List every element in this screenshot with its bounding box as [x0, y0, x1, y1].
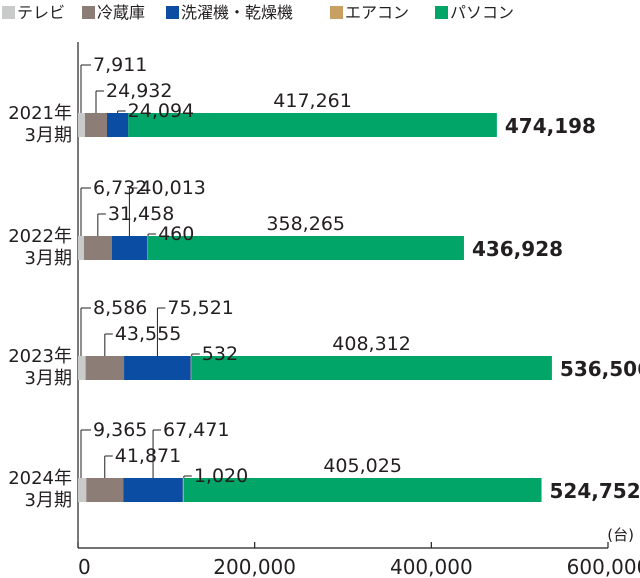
x-tick-label-2: 400,000: [390, 555, 473, 578]
bar-0-series-2: [107, 113, 129, 137]
value-pc-0: 417,261: [273, 90, 352, 112]
value-tv-3: 9,365: [93, 419, 147, 441]
category-label-sub-2: 3月期: [25, 368, 72, 389]
value-fridge-2: 43,555: [115, 323, 181, 345]
value-tv-2: 8,586: [93, 297, 147, 319]
bar-2-series-1: [85, 356, 125, 380]
value-pc-3: 405,025: [323, 455, 402, 477]
bar-3-series-0: [78, 478, 87, 502]
bar-1-series-3: [147, 236, 148, 260]
bar-2-series-2: [124, 356, 191, 380]
value-fridge-1: 31,458: [108, 203, 174, 225]
bar-2-series-3: [190, 356, 192, 380]
category-label-3: 2024年: [8, 468, 72, 489]
value-fridge-3: 41,871: [115, 445, 181, 467]
value-pc-1: 358,265: [266, 213, 345, 235]
category-label-2: 2023年: [8, 346, 72, 367]
x-unit-label: (台): [607, 526, 634, 544]
bar-3-series-2: [123, 478, 183, 502]
value-washer-1: 40,013: [139, 177, 205, 199]
category-label-sub-1: 3月期: [25, 248, 72, 269]
category-label-1: 2022年: [8, 226, 72, 247]
legend-label-2: 洗濯機・乾燥機: [181, 3, 293, 22]
value-washer-0: 24,094: [128, 100, 194, 122]
bar-3-series-4: [183, 478, 542, 502]
bar-3-series-3: [182, 478, 184, 502]
total-label-3: 524,752: [550, 479, 640, 503]
legend-label-3: エアコン: [345, 3, 409, 22]
value-pc-2: 408,312: [332, 333, 411, 355]
bar-3-series-1: [86, 478, 124, 502]
x-tick-label-0: 0: [78, 555, 91, 578]
bar-2-series-4: [191, 356, 552, 380]
total-label-2: 536,506: [560, 357, 640, 381]
bar-0-series-1: [84, 113, 108, 137]
category-label-sub-3: 3月期: [25, 490, 72, 511]
bar-1-series-1: [83, 236, 112, 260]
value-aircon-2: 532: [202, 343, 238, 365]
total-label-0: 474,198: [505, 114, 596, 138]
total-label-1: 436,928: [472, 237, 563, 261]
value-tv-1: 6,732: [93, 177, 147, 199]
x-tick-label-3: 600,000: [567, 555, 640, 578]
legend-swatch-1: [82, 6, 95, 19]
value-aircon-3: 1,020: [194, 465, 248, 487]
value-washer-3: 67,471: [163, 419, 229, 441]
bar-1-series-0: [78, 236, 84, 260]
legend-swatch-2: [166, 6, 179, 19]
bar-2-series-0: [78, 356, 86, 380]
value-tv-0: 7,911: [93, 54, 147, 76]
legend-label-1: 冷蔵庫: [97, 3, 145, 22]
legend-label-4: パソコン: [450, 3, 514, 22]
legend-swatch-3: [330, 6, 343, 19]
category-label-sub-0: 3月期: [25, 125, 72, 146]
bar-1-series-4: [147, 236, 464, 260]
value-fridge-0: 24,932: [106, 80, 172, 102]
legend-swatch-0: [2, 6, 15, 19]
bar-0-series-4: [128, 113, 497, 137]
x-tick-label-1: 200,000: [213, 555, 296, 578]
bar-0-series-0: [78, 113, 85, 137]
category-label-0: 2021年: [8, 103, 72, 124]
value-washer-2: 75,521: [167, 297, 233, 319]
bar-1-series-2: [111, 236, 148, 260]
value-aircon-1: 460: [158, 223, 194, 245]
legend-label-0: テレビ: [17, 3, 65, 22]
legend-swatch-4: [435, 6, 448, 19]
